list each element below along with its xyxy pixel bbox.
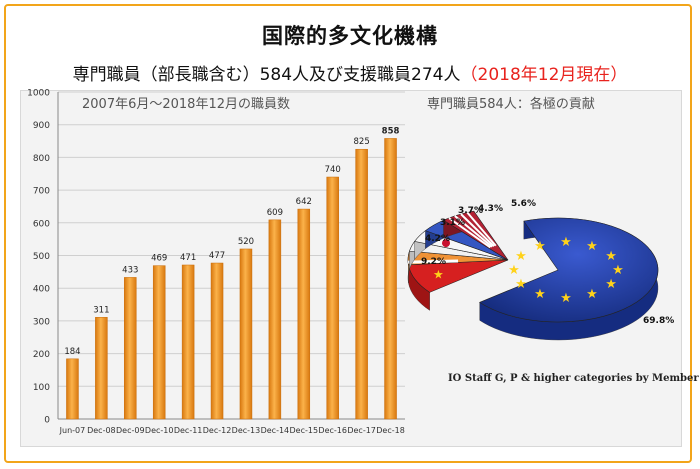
bar-value-label: 469	[151, 254, 167, 264]
bar-Dec-08	[95, 317, 108, 420]
bar-Dec-15	[297, 208, 311, 420]
y-tick-label: 300	[33, 317, 50, 327]
bar-value-label: 433	[122, 265, 138, 275]
x-tick-label: Dec-18	[376, 426, 405, 435]
eu-star-icon: ★	[560, 291, 572, 306]
usa-stripe	[466, 211, 497, 247]
bar-value-label: 825	[354, 137, 370, 147]
bar-value-label: 184	[64, 347, 80, 357]
bar-Dec-14	[268, 219, 282, 420]
bar-value-label: 858	[382, 126, 400, 136]
pie-caption: IO Staff G, P & higher categories by Mem…	[448, 373, 699, 384]
x-tick-label: Dec-11	[174, 426, 203, 435]
india-band	[408, 259, 459, 264]
pie-label-usa: 5.6%	[511, 199, 536, 209]
y-tick-label: 100	[33, 383, 50, 393]
pie-label-russia: 4.3%	[478, 204, 503, 214]
pie-label-india: 4.2%	[425, 234, 450, 244]
x-tick-label: Dec-13	[232, 426, 261, 435]
page-frame	[4, 4, 692, 463]
x-tick-label: Dec-16	[318, 426, 347, 435]
usa-stripe	[454, 215, 493, 248]
pie-slice-eu	[479, 217, 659, 323]
usa-stripe	[460, 213, 495, 247]
bar-Dec-13	[239, 248, 253, 420]
bar-value-label: 642	[296, 197, 312, 207]
pie-slice-usa	[442, 210, 509, 261]
x-tick-label: Dec-12	[203, 426, 232, 435]
eu-star-icon: ★	[534, 287, 546, 302]
pie-label-korea: 3.1%	[440, 218, 465, 228]
subtitle-main: 専門職員（部長職含む）584人及び支援職員274人	[72, 65, 461, 85]
bar-value-label: 740	[325, 165, 341, 175]
y-tick-label: 600	[33, 219, 50, 229]
y-tick-label: 800	[33, 154, 50, 164]
eu-star-icon: ★	[560, 235, 572, 250]
eu-star-icon: ★	[534, 239, 546, 254]
bar-value-label: 477	[209, 251, 225, 261]
y-tick-label: 1000	[27, 89, 50, 99]
y-tick-label: 0	[44, 416, 50, 426]
y-tick-label: 700	[33, 187, 50, 197]
pie-label-japan: 3.7%	[458, 206, 483, 216]
x-tick-label: Dec-14	[261, 426, 290, 435]
bar-Dec-11	[181, 264, 195, 420]
bar-Dec-10	[152, 265, 166, 420]
bar-value-label: 471	[180, 253, 196, 263]
x-tick-label: Dec-08	[87, 426, 116, 435]
page-subtitle: 専門職員（部長職含む）584人及び支援職員274人（2018年12月現在）	[0, 60, 700, 85]
eu-star-icon: ★	[605, 277, 617, 292]
x-tick-label: Dec-09	[116, 426, 145, 435]
y-tick-label: 900	[33, 121, 50, 131]
bar-Dec-17	[355, 148, 368, 420]
eu-star-icon: ★	[515, 249, 527, 264]
y-tick-label: 400	[33, 285, 50, 295]
eu-star-icon: ★	[508, 263, 520, 278]
bar-Dec-12	[210, 262, 224, 420]
china-star-icon: ★	[433, 268, 444, 282]
eu-star-icon: ★	[605, 249, 617, 264]
usa-stripe	[448, 217, 491, 249]
pie-label-china: 9.2%	[421, 257, 446, 267]
bar-chart-title: 2007年6月〜2018年12月の職員数	[82, 97, 290, 112]
eu-star-icon: ★	[612, 263, 624, 278]
page-title: 国際的多文化機構	[262, 24, 438, 48]
eu-star-icon: ★	[586, 239, 598, 254]
x-tick-label: Dec-15	[290, 426, 319, 435]
bar-value-label: 311	[93, 305, 109, 315]
pie-label-eu: 69.8%	[643, 316, 674, 326]
x-tick-label: Dec-10	[145, 426, 174, 435]
bar-Dec-16	[326, 176, 339, 420]
y-tick-label: 500	[33, 252, 50, 262]
bar-Dec-18	[384, 138, 397, 420]
eu-star-icon: ★	[515, 277, 527, 292]
pie-chart-title: 専門職員584人：各極の貢献	[427, 97, 595, 112]
bar-Dec-09	[124, 277, 137, 420]
subtitle-date: （2018年12月現在）	[460, 65, 628, 85]
y-tick-label: 200	[33, 350, 50, 360]
x-tick-label: Dec-17	[347, 426, 376, 435]
bar-value-label: 609	[267, 208, 283, 218]
bar-value-label: 520	[238, 237, 254, 247]
japan-sun-icon	[441, 239, 450, 248]
eu-star-icon: ★	[586, 287, 598, 302]
bar-Jun-07	[66, 358, 79, 420]
x-tick-label: Jun-07	[59, 426, 86, 435]
